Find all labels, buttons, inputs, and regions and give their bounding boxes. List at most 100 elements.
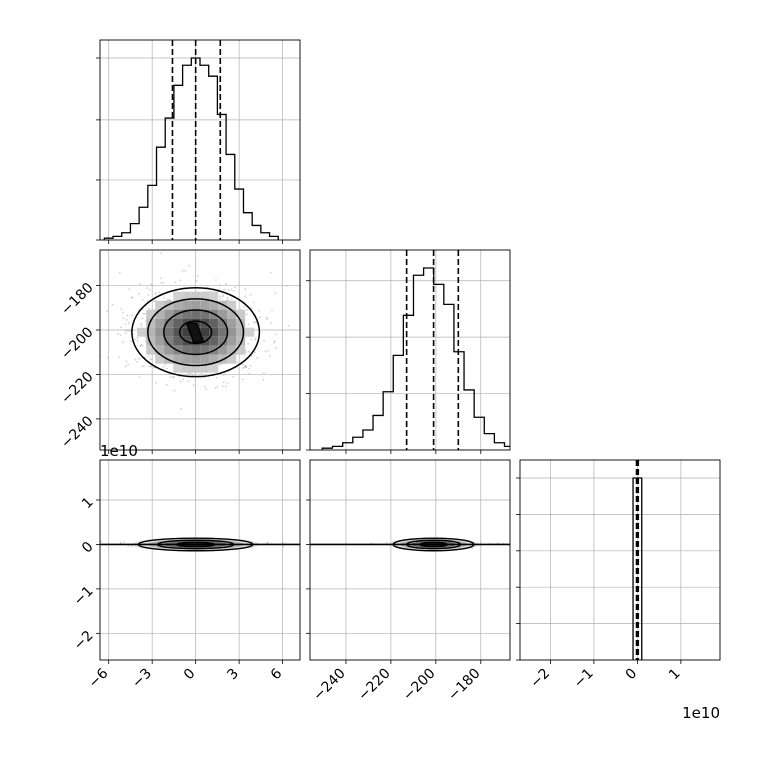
panel-plot-area [310, 250, 510, 450]
x-tick-label: 1 [666, 666, 684, 684]
sample-point [282, 545, 285, 548]
sample-point [242, 363, 244, 366]
density-cell [173, 327, 183, 337]
density-cell [200, 363, 210, 373]
sample-point [155, 382, 158, 384]
sample-point [250, 338, 253, 341]
sample-point [246, 313, 249, 315]
density-cell [164, 318, 174, 328]
sample-point [247, 323, 250, 326]
sample-point [266, 541, 269, 544]
sample-point [227, 289, 230, 291]
x-tick-label: 0 [181, 666, 199, 684]
sample-point [155, 292, 158, 294]
density-cell [209, 327, 219, 337]
x-tick-label: −3 [129, 666, 155, 692]
density-cell [182, 345, 192, 355]
sample-point [129, 340, 132, 343]
sample-point [118, 356, 120, 359]
density-cell [236, 345, 246, 355]
sample-point [172, 375, 174, 378]
sample-point [123, 540, 125, 543]
density-cell [200, 309, 210, 319]
histogram-step [103, 57, 279, 240]
density-cell [182, 354, 192, 364]
density-cell [173, 300, 183, 310]
sample-point [244, 365, 246, 368]
sample-point [242, 367, 244, 370]
contour-line [163, 309, 229, 356]
density-cell [191, 354, 201, 364]
sample-point [266, 316, 268, 319]
density-cell [173, 363, 183, 373]
sample-point [147, 294, 150, 296]
x-tick-label: −2 [527, 666, 553, 692]
sample-point [111, 303, 114, 306]
sample-point [479, 541, 482, 544]
density-cell [146, 318, 156, 328]
density-cell [236, 336, 246, 346]
panel-c13: 1 0 −1 −2 −6 −3 0 3 6 [71, 459, 301, 692]
sample-point [218, 363, 221, 366]
sample-point [140, 324, 143, 327]
panel-c23: −240 −220 −200 −180 [306, 459, 511, 705]
sample-point [246, 309, 248, 311]
sample-point [122, 341, 124, 344]
sample-point [270, 271, 272, 274]
panel-plot-area [520, 460, 720, 660]
sample-point [117, 333, 119, 336]
y-tick-label: −240 [58, 413, 97, 452]
sample-point [153, 366, 155, 369]
sample-point [173, 389, 176, 392]
density-cell [146, 327, 156, 337]
sample-point [134, 358, 137, 361]
sample-point [230, 288, 233, 291]
density-cell [164, 345, 174, 355]
sample-point [176, 238, 178, 240]
sample-point [150, 365, 152, 367]
sample-point [169, 376, 172, 379]
sample-point [236, 361, 239, 364]
density-cell [218, 318, 228, 328]
sample-point [248, 367, 251, 370]
sample-point [133, 338, 136, 341]
contour-line [147, 298, 245, 367]
density-cell [182, 291, 192, 301]
density-cell [164, 309, 174, 319]
sample-point [162, 365, 165, 368]
density-cell [236, 318, 246, 328]
y-tick-label: −200 [58, 324, 97, 363]
y-tick-label: −1 [71, 583, 97, 609]
sample-point [266, 542, 269, 544]
sample-point [122, 311, 124, 314]
sample-point [153, 300, 156, 303]
sample-point [255, 321, 257, 324]
sample-point [140, 322, 143, 325]
sample-point [269, 354, 271, 357]
density-cell [182, 363, 192, 373]
sample-point [131, 314, 134, 317]
density-cell [200, 300, 210, 310]
sample-point [160, 252, 163, 255]
x-tick-label: −180 [445, 666, 484, 705]
sample-point [119, 541, 122, 544]
contour-core [185, 322, 205, 343]
density-cell [155, 354, 165, 364]
histogram-step [321, 267, 510, 450]
sample-point [138, 358, 141, 360]
sample-point [245, 365, 248, 368]
sample-point [233, 289, 236, 292]
density-cell [146, 345, 156, 355]
sample-point [107, 356, 109, 359]
sample-point [164, 363, 167, 366]
density-cell [218, 336, 228, 346]
y-offset-label: 1e10 [100, 442, 138, 460]
sample-point [148, 307, 151, 310]
density-cell [200, 345, 210, 355]
sample-point [187, 372, 190, 375]
sample-point [247, 350, 250, 353]
sample-point [216, 385, 219, 388]
sample-point [187, 380, 190, 383]
sample-point [244, 288, 247, 291]
